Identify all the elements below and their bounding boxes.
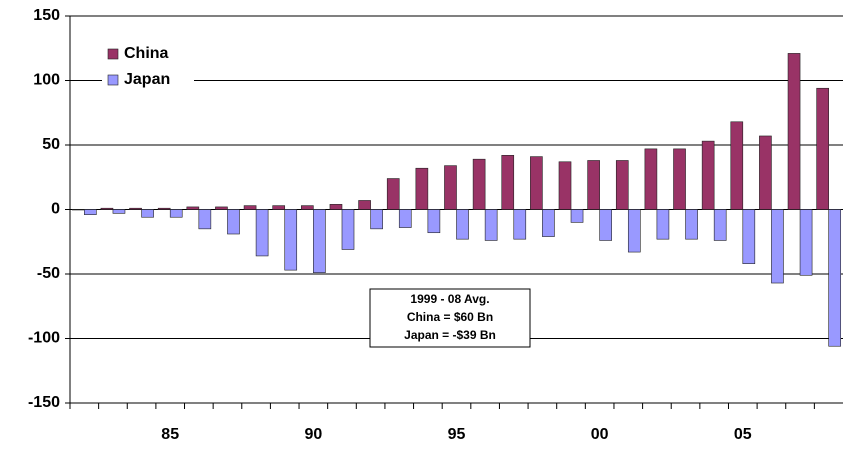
bar (501, 155, 515, 210)
legend-swatch (107, 74, 119, 86)
y-tick-label: 0 (51, 201, 60, 218)
y-tick-label: 100 (33, 72, 60, 89)
bar (386, 178, 400, 210)
bar (542, 209, 555, 237)
bar (341, 209, 355, 250)
bar (157, 207, 171, 210)
legend-swatch (107, 48, 119, 60)
bar (301, 205, 314, 210)
bar (816, 87, 829, 210)
bar (730, 121, 744, 210)
bar (558, 161, 572, 210)
bar (415, 167, 429, 210)
bar (186, 206, 200, 210)
annotation-text: Japan = -$39 Bn (404, 328, 496, 342)
bar (615, 160, 629, 210)
annotation-text: 1999 - 08 Avg. (410, 292, 489, 306)
bar (329, 204, 343, 210)
bar (587, 160, 600, 210)
bar (71, 209, 85, 211)
annotation-box (369, 288, 531, 348)
bar (828, 209, 842, 347)
bar (599, 209, 612, 241)
bar (215, 206, 228, 210)
bar (272, 205, 286, 210)
bar (198, 209, 212, 230)
bar (627, 209, 641, 253)
x-tick-label: 85 (161, 426, 179, 443)
x-tick-label: 00 (591, 426, 609, 443)
bar (513, 209, 527, 240)
bar (570, 209, 584, 223)
bar (112, 209, 126, 214)
x-tick-label: 95 (448, 426, 466, 443)
bar (444, 165, 457, 210)
bar (713, 209, 727, 241)
bar (759, 135, 772, 210)
bar (456, 209, 469, 240)
bar (169, 209, 183, 218)
bar (530, 156, 543, 210)
bar (84, 209, 97, 215)
bar (472, 158, 486, 210)
bar (313, 209, 326, 274)
y-tick-label: -150 (28, 394, 60, 411)
bar (255, 209, 269, 257)
bar (799, 209, 813, 276)
x-tick-label: 05 (734, 426, 752, 443)
bar (100, 207, 114, 210)
legend-label: Japan (124, 71, 170, 88)
y-tick-label: -100 (28, 330, 60, 347)
bar (141, 209, 154, 218)
bar (129, 207, 142, 210)
bar (673, 148, 686, 210)
bar (427, 209, 441, 234)
y-tick-label: -50 (37, 265, 60, 282)
bar (484, 209, 498, 241)
x-tick-label: 90 (304, 426, 322, 443)
bar (787, 53, 801, 210)
annotation-text: China = $60 Bn (407, 310, 493, 324)
y-tick-label: 50 (42, 136, 60, 153)
bar (742, 209, 756, 264)
bar (284, 209, 298, 271)
bar (701, 140, 715, 210)
bar (398, 209, 412, 228)
bar (243, 205, 257, 210)
bar (644, 148, 658, 210)
bar (685, 209, 698, 240)
y-tick-label: 150 (33, 7, 60, 24)
bar (771, 209, 784, 284)
bar (656, 209, 670, 240)
bar (227, 209, 240, 235)
bar (358, 200, 371, 210)
bar (370, 209, 383, 230)
legend-label: China (124, 45, 169, 62)
